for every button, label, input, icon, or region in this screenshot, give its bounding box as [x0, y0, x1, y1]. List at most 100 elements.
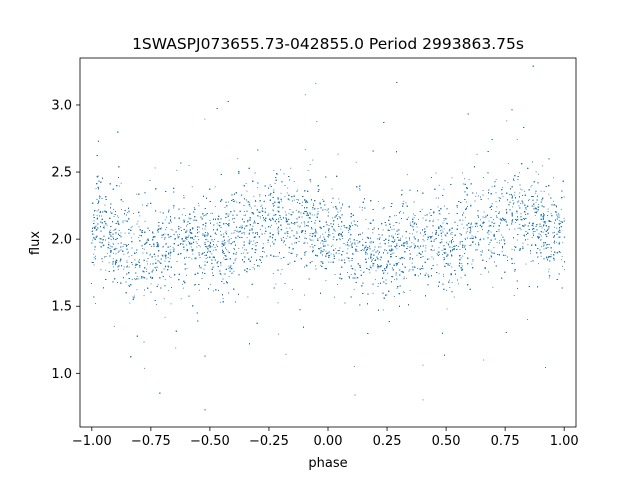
data-point: [307, 170, 309, 171]
data-point: [165, 266, 167, 268]
data-point: [441, 229, 443, 231]
data-point: [95, 188, 97, 190]
data-point: [375, 270, 377, 272]
data-point: [146, 271, 147, 272]
data-point: [315, 83, 317, 84]
data-point: [113, 243, 115, 245]
data-point: [134, 267, 136, 268]
data-point: [499, 211, 500, 213]
data-point: [224, 273, 226, 275]
data-point: [474, 222, 476, 224]
data-point: [472, 259, 474, 261]
data-point: [173, 207, 174, 209]
data-point: [280, 273, 282, 275]
data-point: [271, 224, 272, 226]
data-point: [185, 236, 187, 238]
data-point: [469, 231, 471, 233]
data-point: [409, 233, 411, 235]
data-point: [192, 253, 194, 255]
data-point: [393, 296, 395, 297]
data-point: [395, 265, 397, 266]
data-point: [448, 230, 450, 232]
data-point: [558, 220, 560, 222]
data-point: [285, 237, 287, 239]
data-point: [451, 233, 453, 235]
data-point: [263, 219, 265, 221]
data-point: [396, 277, 398, 279]
data-point: [211, 263, 212, 265]
data-point: [377, 264, 378, 265]
data-point: [150, 253, 152, 255]
data-point: [204, 118, 206, 120]
data-point: [291, 289, 293, 290]
data-point: [335, 248, 337, 250]
data-point: [477, 214, 479, 216]
data-point: [150, 283, 152, 285]
data-point: [273, 189, 275, 191]
data-point: [370, 240, 372, 242]
data-point: [176, 169, 178, 171]
data-point: [294, 242, 296, 244]
data-point: [115, 233, 117, 235]
data-point: [372, 232, 374, 234]
data-point: [147, 203, 149, 205]
data-point: [257, 211, 259, 213]
data-point: [365, 219, 367, 220]
data-point: [120, 260, 122, 261]
data-point: [439, 230, 441, 232]
data-point: [232, 272, 234, 274]
data-point: [227, 236, 229, 238]
data-point: [154, 167, 156, 169]
data-point: [228, 276, 230, 278]
data-point: [506, 225, 508, 226]
data-point: [278, 231, 280, 233]
data-point: [134, 278, 135, 280]
data-point: [324, 209, 326, 210]
data-point: [393, 252, 395, 254]
data-point: [404, 258, 405, 259]
data-point: [438, 184, 440, 186]
data-point: [409, 222, 411, 224]
data-point: [228, 265, 230, 267]
data-point: [155, 209, 157, 211]
data-point: [520, 188, 522, 190]
data-point: [491, 186, 493, 188]
data-point: [547, 208, 549, 210]
data-point: [362, 207, 363, 208]
data-point: [478, 195, 479, 197]
data-point: [559, 241, 561, 243]
data-point: [164, 316, 166, 318]
data-point: [475, 195, 477, 197]
data-point: [393, 225, 395, 226]
data-point: [519, 224, 521, 225]
data-point: [180, 298, 182, 300]
data-point: [244, 227, 246, 229]
data-point: [138, 236, 140, 238]
data-point: [509, 194, 510, 196]
data-point: [337, 284, 338, 285]
data-point: [118, 216, 119, 218]
data-point: [415, 246, 417, 248]
data-point: [395, 214, 397, 216]
data-point: [477, 231, 479, 232]
data-point: [133, 233, 135, 235]
data-point: [197, 236, 199, 237]
data-point: [548, 271, 550, 273]
data-point: [548, 268, 550, 270]
data-point: [178, 236, 180, 237]
data-point: [125, 244, 127, 246]
data-point: [435, 172, 437, 174]
data-point: [222, 243, 224, 245]
data-point: [165, 216, 167, 218]
data-point: [225, 249, 227, 250]
data-point: [476, 153, 478, 155]
data-point: [471, 222, 472, 224]
data-point: [294, 223, 295, 225]
data-point: [461, 265, 463, 267]
data-point: [509, 228, 510, 230]
data-point: [309, 233, 311, 234]
data-point: [550, 212, 552, 214]
data-point: [320, 242, 322, 244]
data-point: [92, 239, 94, 241]
data-point: [486, 232, 488, 234]
